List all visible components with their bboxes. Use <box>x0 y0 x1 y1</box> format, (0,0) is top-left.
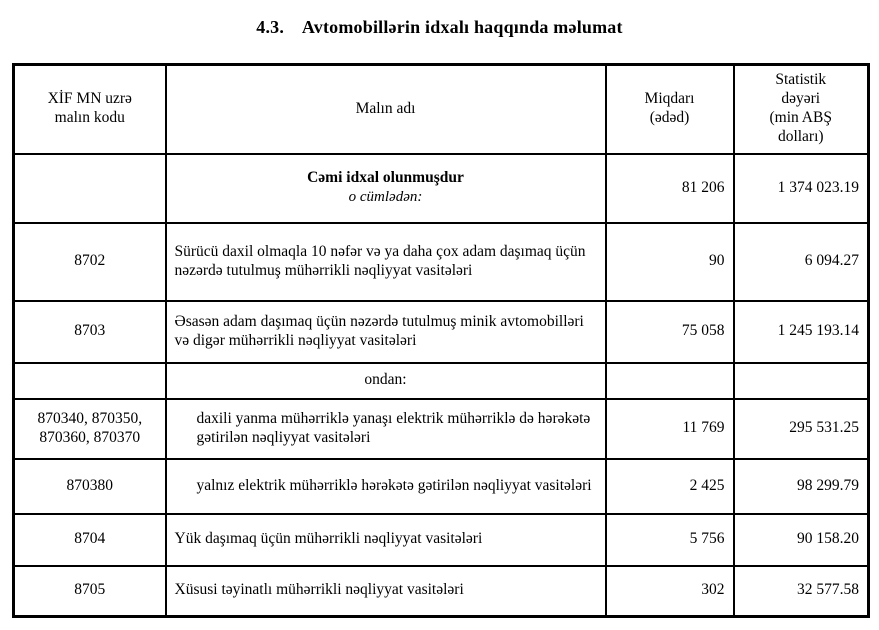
auto-import-table: XİF MN uzrə malın kodu Malın adı Miqdarı… <box>12 63 870 618</box>
header-code: XİF MN uzrə malın kodu <box>12 63 167 155</box>
total-sublabel: o cümlədən: <box>348 189 423 206</box>
cell-name: ondan: <box>164 361 607 400</box>
cell-code: 8705 <box>12 564 167 618</box>
table-row-8702: 8702 Sürücü daxil olmaqla 10 nəfər və ya… <box>12 221 870 302</box>
cell-value: 295 531.25 <box>732 397 870 460</box>
table-row-8705: 8705 Xüsusi təyinatlı mühərrikli nəqliyy… <box>12 564 870 618</box>
header-qty: Miqdarı (ədəd) <box>604 63 735 155</box>
table-row-ondan: ondan: <box>12 361 870 400</box>
cell-qty: 2 425 <box>604 457 735 515</box>
cell-qty: 90 <box>604 221 735 302</box>
cell-code: 870340, 870350, 870360, 870370 <box>12 397 167 460</box>
cell-value: 90 158.20 <box>732 512 870 567</box>
cell-value: 98 299.79 <box>732 457 870 515</box>
cell-name: yalnız elektrik mühərriklə hərəkətə gəti… <box>164 457 607 515</box>
cell-name: Yük daşımaq üçün mühərrikli nəqliyyat va… <box>164 512 607 567</box>
cell-code: 8704 <box>12 512 167 567</box>
cell-qty: 11 769 <box>604 397 735 460</box>
cell-value: 32 577.58 <box>732 564 870 618</box>
cell-code <box>12 152 167 224</box>
cell-name: Əsasən adam daşımaq üçün nəzərdə tutulmu… <box>164 299 607 364</box>
cell-qty: 75 058 <box>604 299 735 364</box>
cell-qty <box>604 361 735 400</box>
table-row-8703: 8703 Əsasən adam daşımaq üçün nəzərdə tu… <box>12 299 870 364</box>
cell-code <box>12 361 167 400</box>
cell-value: 6 094.27 <box>732 221 870 302</box>
header-name: Malın adı <box>164 63 607 155</box>
table-header-row: XİF MN uzrə malın kodu Malın adı Miqdarı… <box>12 63 870 155</box>
cell-name: daxili yanma mühərriklə yanaşı elektrik … <box>164 397 607 460</box>
table-row-electric: 870380 yalnız elektrik mühərriklə hərəkə… <box>12 457 870 515</box>
cell-code: 8702 <box>12 221 167 302</box>
cell-name: Sürücü daxil olmaqla 10 nəfər və ya daha… <box>164 221 607 302</box>
header-value: Statistik dəyəri (min ABŞ dolları) <box>732 63 870 155</box>
cell-value <box>732 361 870 400</box>
page-title: 4.3. Avtomobillərin idxalı haqqında məlu… <box>256 17 623 37</box>
cell-code: 870380 <box>12 457 167 515</box>
total-label: Cəmi idxal olunmuşdur <box>307 169 464 187</box>
cell-qty: 81 206 <box>604 152 735 224</box>
cell-name: Xüsusi təyinatlı mühərrikli nəqliyyat va… <box>164 564 607 618</box>
cell-value: 1 245 193.14 <box>732 299 870 364</box>
table-row-8704: 8704 Yük daşımaq üçün mühərrikli nəqliyy… <box>12 512 870 567</box>
table-row-hybrid: 870340, 870350, 870360, 870370 daxili ya… <box>12 397 870 460</box>
cell-qty: 5 756 <box>604 512 735 567</box>
cell-qty: 302 <box>604 564 735 618</box>
cell-name: Cəmi idxal olunmuşdur o cümlədən: <box>164 152 607 224</box>
cell-value: 1 374 023.19 <box>732 152 870 224</box>
cell-code: 8703 <box>12 299 167 364</box>
table-row-total: Cəmi idxal olunmuşdur o cümlədən: 81 206… <box>12 152 870 224</box>
